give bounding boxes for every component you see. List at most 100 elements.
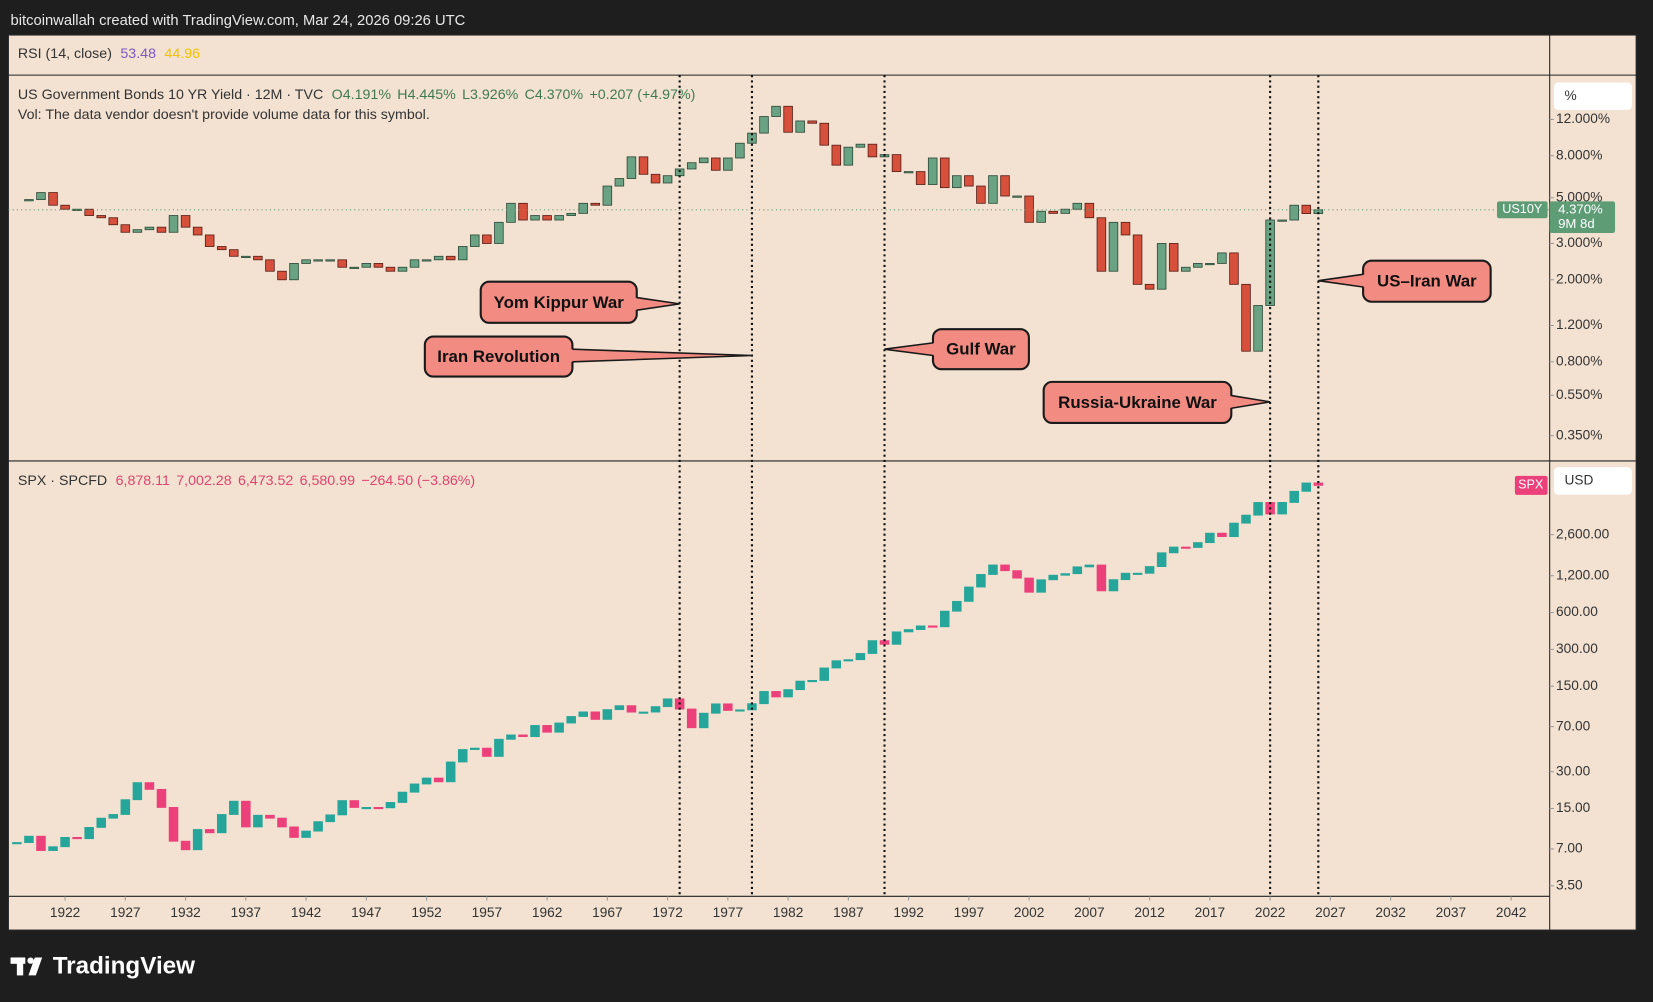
ohlc-value: 7,002.28 [176, 473, 231, 489]
candle [650, 706, 661, 713]
candle [204, 829, 215, 834]
candle [518, 734, 528, 737]
callout-pointer [1228, 395, 1271, 409]
candle [1277, 502, 1287, 515]
symbol-tag [1496, 201, 1548, 219]
candle [927, 157, 938, 185]
candle [409, 783, 420, 793]
x-tick-label: 1942 [291, 905, 321, 920]
candle [325, 259, 335, 262]
candle [783, 689, 793, 698]
candle [638, 711, 649, 714]
candle [277, 817, 287, 828]
candle [397, 266, 408, 272]
candle [216, 246, 227, 251]
candle [277, 270, 287, 281]
y-tick-label: 12.000% [1556, 111, 1610, 126]
candle [313, 821, 323, 832]
x-tick-label: 2017 [1195, 905, 1225, 920]
candle [1048, 210, 1058, 214]
candle [1120, 221, 1131, 236]
candle [120, 799, 131, 815]
candle [1012, 195, 1022, 198]
candle [542, 725, 552, 733]
candle [686, 162, 697, 170]
callout-label: Yom Kippur War [494, 293, 625, 312]
candle [674, 168, 685, 177]
candle [253, 255, 263, 261]
candle [120, 224, 131, 233]
y-tick-label: 70.00 [1556, 718, 1591, 733]
candle [759, 116, 769, 134]
candle [301, 830, 311, 838]
candle [1205, 263, 1215, 266]
candle [626, 156, 637, 179]
candle [843, 659, 854, 662]
candle [168, 215, 179, 233]
y-tick-label: 1.200% [1556, 317, 1602, 332]
candle [337, 800, 347, 816]
candle [192, 829, 203, 851]
y-tick-label: 2,600.00 [1556, 526, 1610, 541]
candle [1024, 577, 1034, 593]
candle [915, 171, 926, 185]
candle [72, 208, 82, 211]
candle [891, 154, 902, 173]
x-tick-label: 1977 [713, 905, 743, 920]
candle [457, 246, 468, 261]
candle [397, 791, 408, 803]
candle [1181, 266, 1191, 272]
y-tick-label: 300.00 [1556, 641, 1598, 656]
candle [373, 263, 384, 268]
footer-logo: TradingView [10, 952, 195, 979]
callout-pointer-edge [572, 348, 752, 363]
candle [602, 709, 613, 720]
candle [409, 259, 420, 268]
candle [325, 814, 335, 823]
candle [96, 215, 106, 219]
candle [1060, 208, 1071, 214]
candle [506, 734, 516, 740]
candle [855, 143, 866, 148]
x-tick-label: 1967 [592, 905, 622, 920]
candle [578, 202, 589, 214]
candle [1289, 490, 1299, 503]
candle [1120, 572, 1131, 581]
y-tick-label: 2.000% [1556, 271, 1602, 286]
callout-pointer-edge [636, 296, 680, 311]
candle [650, 173, 661, 184]
unit-box [1553, 467, 1632, 495]
candle [494, 738, 504, 757]
candle [1217, 532, 1227, 538]
candle [1132, 572, 1143, 575]
candle [783, 105, 793, 133]
ohlc-value: 6,580.99 [300, 473, 355, 489]
candle [735, 142, 745, 159]
candle [542, 215, 552, 221]
candle [1241, 283, 1251, 352]
candle [60, 204, 70, 210]
candle [939, 610, 950, 628]
candle [1108, 579, 1119, 592]
candle [48, 192, 58, 206]
candle [361, 807, 372, 810]
candle [711, 157, 721, 171]
x-tick-label: 1992 [893, 905, 923, 920]
chart-panel [7, 34, 1637, 931]
series [24, 105, 1324, 352]
candle [156, 788, 167, 808]
logo-part [28, 957, 43, 976]
candle [506, 202, 516, 223]
candle [1060, 573, 1071, 576]
candle [915, 625, 926, 630]
ohlc-value: L3.926% [462, 87, 518, 103]
candle [1144, 283, 1155, 290]
x-tick-label: 2002 [1014, 905, 1044, 920]
candle [433, 255, 444, 261]
candle [1193, 263, 1203, 268]
candle [964, 175, 974, 187]
x-tick-label: 2022 [1255, 905, 1285, 920]
candle [445, 761, 456, 783]
candle [241, 800, 251, 828]
